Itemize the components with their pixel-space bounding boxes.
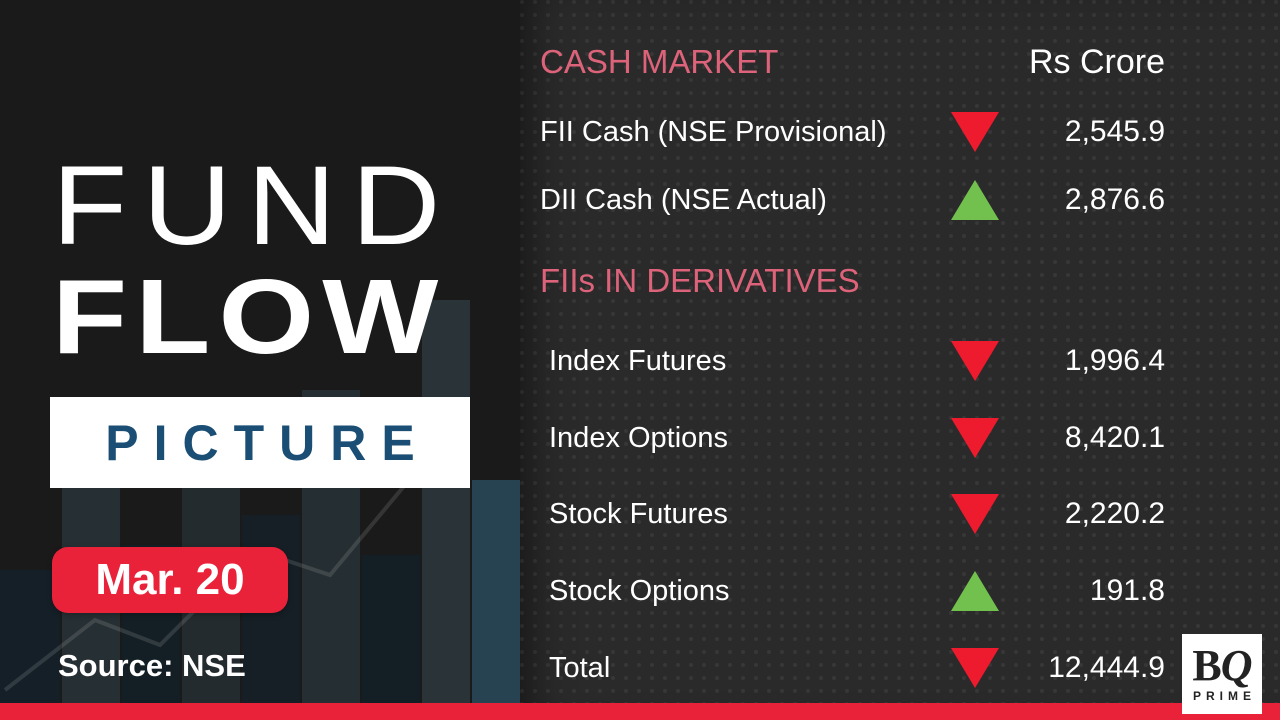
row-value: 2,876.6 — [1064, 183, 1165, 216]
row-value: 8,420.1 — [1064, 421, 1165, 454]
row-label: Stock Options — [549, 574, 730, 607]
down-arrow-icon — [951, 341, 999, 381]
table-row: Total 12,444.9 — [540, 640, 1165, 696]
date-badge-label: Mar. 20 — [95, 555, 245, 604]
table-row: DII Cash (NSE Actual) 2,876.6 — [540, 172, 1165, 228]
row-label: Total — [549, 651, 611, 684]
row-value: 12,444.9 — [1048, 651, 1165, 684]
table-row: Stock Options 191.8 — [540, 563, 1165, 619]
decor-bar — [362, 555, 420, 720]
row-label: Index Options — [549, 421, 728, 454]
table-row: Stock Futures 2,220.2 — [540, 486, 1165, 542]
decor-bar — [422, 300, 470, 720]
row-value: 1,996.4 — [1064, 344, 1165, 377]
bq-logo-q: Q — [1220, 641, 1253, 691]
section-heading-cash-market: CASH MARKET — [540, 43, 779, 80]
bq-logo-b: B — [1192, 641, 1221, 691]
decor-bar — [0, 570, 60, 720]
source-label: Source: NSE — [58, 648, 246, 683]
title-picture-box: PICTURE — [50, 397, 470, 488]
bq-logo-subtext: PRIME — [1192, 688, 1256, 703]
bq-logo-text: BQ — [1192, 644, 1252, 688]
table-row: Index Futures 1,996.4 — [540, 333, 1165, 389]
decor-bar — [472, 480, 520, 720]
up-arrow-icon — [951, 180, 999, 220]
down-arrow-icon — [951, 112, 999, 152]
title-line-picture: PICTURE — [105, 414, 430, 471]
title-line-flow: FLOW — [52, 258, 447, 376]
row-label: Index Futures — [549, 344, 727, 377]
row-value: 2,545.9 — [1064, 115, 1165, 148]
table-section-heading-row: FIIs IN DERIVATIVES — [540, 253, 1165, 309]
row-label: Stock Futures — [549, 497, 728, 530]
table-row: FII Cash (NSE Provisional) 2,545.9 — [540, 104, 1165, 160]
bq-prime-logo: BQ PRIME — [1182, 634, 1262, 714]
title-panel: FUND FLOW PICTURE Mar. 20 Source: NSE — [0, 0, 520, 720]
down-arrow-icon — [951, 648, 999, 688]
down-arrow-icon — [951, 418, 999, 458]
section-heading-derivatives: FIIs IN DERIVATIVES — [540, 262, 860, 299]
down-arrow-icon — [951, 494, 999, 534]
table-row: Index Options 8,420.1 — [540, 410, 1165, 466]
row-value: 191.8 — [1089, 574, 1165, 607]
bottom-accent-strip — [0, 703, 1280, 720]
row-label: DII Cash (NSE Actual) — [540, 183, 827, 216]
data-table-panel: CASH MARKET Rs Crore FII Cash (NSE Provi… — [520, 0, 1280, 720]
row-label: FII Cash (NSE Provisional) — [540, 115, 887, 148]
up-arrow-icon — [951, 571, 999, 611]
title-line-fund: FUND — [52, 143, 456, 268]
table-header-row: CASH MARKET Rs Crore — [540, 34, 1165, 90]
row-value: 2,220.2 — [1064, 497, 1165, 530]
date-badge: Mar. 20 — [52, 547, 288, 613]
unit-label: Rs Crore — [1028, 42, 1165, 81]
